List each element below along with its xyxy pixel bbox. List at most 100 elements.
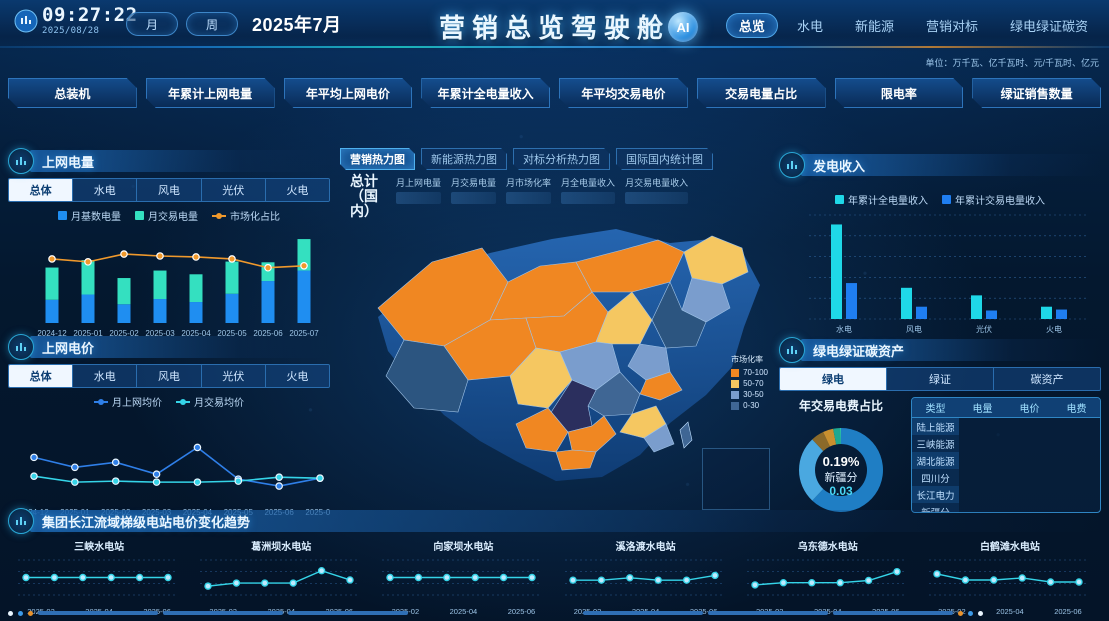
nav-item-总览[interactable]: 总览 (725, 13, 778, 38)
tab-grid-price-火电[interactable]: 火电 (265, 365, 329, 387)
station-point (318, 567, 326, 575)
tab-grid-price-水电[interactable]: 水电 (73, 365, 138, 387)
table-row[interactable]: 新疆分 (912, 503, 1100, 512)
pager-bar[interactable] (288, 611, 408, 615)
revenue-chart: 水电 风电 光伏 火电 (809, 214, 1089, 334)
grid-power-legend: 月基数电量 月交易电量 市场化占比 (8, 208, 330, 223)
station-sparkline (200, 559, 359, 596)
pager-dot[interactable] (28, 610, 33, 616)
pager-dot[interactable] (8, 610, 13, 616)
map-metric-label: 月全电量收入 (561, 178, 616, 188)
tab-grid-price-风电[interactable]: 风电 (137, 365, 202, 387)
x-tick: 水电 (836, 324, 852, 334)
map-tab-国际国内统计图[interactable]: 国际国内统计图 (616, 148, 713, 170)
period-month-button[interactable]: 月 (126, 12, 178, 36)
pager-dot[interactable] (968, 610, 973, 616)
kpi-card-绿证销售数量[interactable]: 绿证销售数量 (972, 78, 1101, 108)
kpi-card-年累计上网电量[interactable]: 年累计上网电量 (146, 78, 275, 108)
map-tab-营销热力图[interactable]: 营销热力图 (340, 148, 415, 170)
tab-green-绿证[interactable]: 绿证 (887, 368, 994, 390)
legend-swatch (835, 195, 844, 204)
map-metric-value (561, 192, 616, 204)
cell-电量 (959, 452, 1006, 469)
china-heatmap[interactable] (340, 200, 774, 516)
bar-base (225, 293, 239, 323)
station-point (500, 573, 508, 582)
tab-grid-power-风电[interactable]: 风电 (137, 179, 202, 201)
tab-green-碳资产[interactable]: 碳资产 (994, 368, 1100, 390)
main-nav: 总览 水电 新能源 营销对标 绿电绿证碳资 (725, 13, 1101, 38)
kpi-card-限电率[interactable]: 限电率 (835, 78, 964, 108)
station-name: 三峡水电站 (74, 542, 125, 553)
kpi-card-年平均交易电价[interactable]: 年平均交易电价 (559, 78, 688, 108)
app-header: 09:27:22 2025/08/28 月 周 2025年7月 营销总览驾驶舱 … (0, 0, 1109, 52)
legend-label: 市场化占比 (230, 212, 280, 223)
tab-grid-price-总体[interactable]: 总体 (9, 365, 74, 387)
map-tab-对标分析热力图[interactable]: 对标分析热力图 (513, 148, 610, 170)
table-row[interactable]: 三峡能源 (912, 435, 1100, 452)
station-point (864, 576, 872, 585)
bar-base (297, 270, 311, 323)
kpi-label: 限电率 (880, 86, 917, 101)
tab-grid-price-光伏[interactable]: 光伏 (201, 365, 266, 387)
table-row[interactable]: 长江电力 (912, 486, 1100, 503)
map-tab-新能源热力图[interactable]: 新能源热力图 (421, 148, 507, 170)
table-row[interactable]: 陆上能源 (912, 418, 1100, 435)
pager-bar[interactable] (708, 611, 828, 615)
kpi-card-年累计全电量收入[interactable]: 年累计全电量收入 (421, 78, 550, 108)
nav-item-水电[interactable]: 水电 (796, 19, 823, 34)
station-pager[interactable] (8, 609, 1101, 617)
nav-item-绿电绿证碳资[interactable]: 绿电绿证碳资 (1009, 19, 1088, 34)
legend-label: 月上网均价 (112, 398, 162, 409)
kpi-card-交易电量占比[interactable]: 交易电量占比 (697, 78, 826, 108)
pager-bar[interactable] (833, 611, 953, 615)
pager-dot[interactable] (18, 610, 23, 616)
tab-grid-power-光伏[interactable]: 光伏 (201, 179, 266, 201)
current-period-label: 2025年7月 (252, 15, 342, 35)
station-point (597, 576, 605, 584)
tab-green-绿电[interactable]: 绿电 (780, 368, 887, 390)
x-tick: 2025-06 (1054, 607, 1082, 616)
table-row[interactable]: 四川分 (912, 469, 1100, 486)
legend-label: 年累计全电量收入 (848, 196, 928, 207)
tab-grid-power-水电[interactable]: 水电 (73, 179, 138, 201)
nav-item-新能源[interactable]: 新能源 (854, 19, 894, 34)
tab-grid-power-火电[interactable]: 火电 (265, 179, 329, 201)
nav-item-营销对标[interactable]: 营销对标 (925, 19, 978, 34)
ai-badge-icon[interactable]: AI (668, 12, 698, 42)
station-point (1046, 578, 1055, 586)
line-point (71, 478, 79, 486)
map-provinces (377, 235, 749, 471)
table-row[interactable]: 湖北能源 (912, 452, 1100, 469)
green-table[interactable]: 类型 电量 电价 电费 陆上能源三峡能源湖北能源四川分长江电力新疆分 (911, 397, 1101, 513)
grid-price-tabs: 总体 水电 风电 光伏 火电 (8, 364, 330, 388)
x-tick: 2025-05 (217, 329, 247, 338)
pager-dot[interactable] (958, 610, 963, 616)
bar-base (153, 299, 167, 323)
kpi-card-总装机[interactable]: 总装机 (8, 78, 137, 108)
station-line (754, 570, 897, 586)
pager-dot[interactable] (978, 610, 983, 616)
period-week-button[interactable]: 周 (186, 12, 238, 36)
pager-bar[interactable] (38, 611, 158, 615)
map-metric-label: 月市场化率 (506, 178, 552, 188)
map-metric-value (625, 192, 689, 204)
kpi-card-年平均上网电价[interactable]: 年平均上网电价 (284, 78, 413, 108)
bar-base (45, 299, 59, 323)
clock-time: 09:27:22 (42, 4, 138, 26)
tab-grid-power-总体[interactable]: 总体 (9, 179, 74, 201)
legend-年累计交易电量收入: 年累计交易电量收入 (942, 192, 1045, 207)
map-legend-item-70-100: 70-100 (731, 368, 768, 377)
map-tabs: 营销热力图 新能源热力图 对标分析热力图 国际国内统计图 (340, 148, 774, 170)
pager-bar[interactable] (583, 611, 703, 615)
station-point (961, 576, 969, 584)
cell-类型: 湖北能源 (912, 452, 959, 469)
pager-bar[interactable] (163, 611, 283, 615)
